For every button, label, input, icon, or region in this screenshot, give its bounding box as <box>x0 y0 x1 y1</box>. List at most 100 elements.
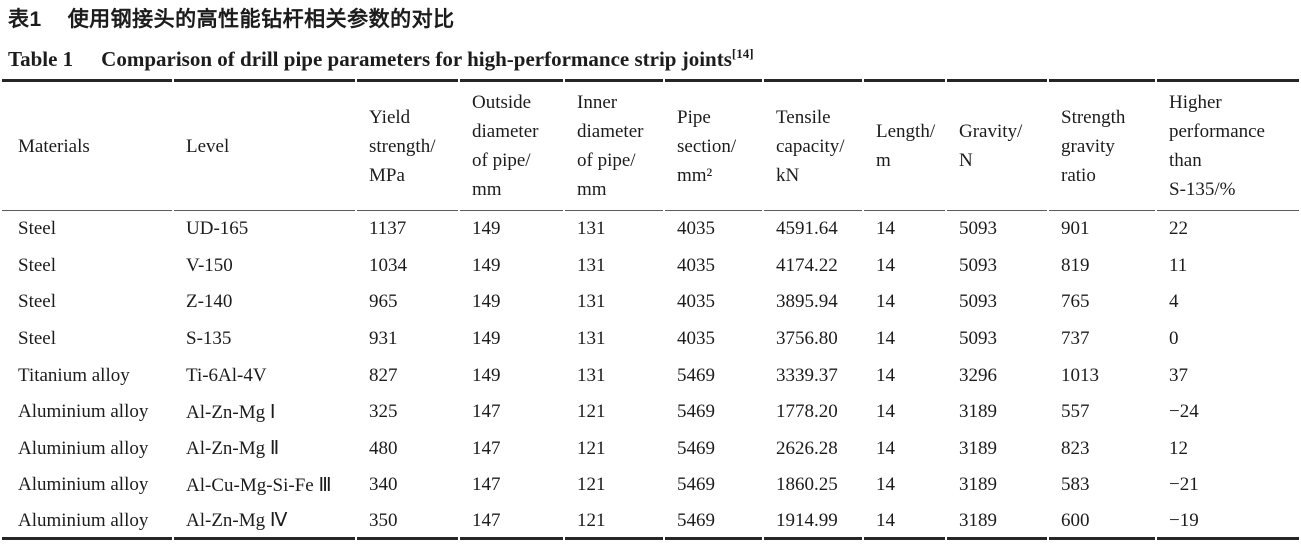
column-header-outside-diameter: Outside diameter of pipe/ mm <box>460 79 563 211</box>
cell-outside-diameter: 147 <box>472 437 501 459</box>
cell-pipe-section: 4035 <box>677 254 715 276</box>
cell-outside-diameter: 149 <box>472 364 501 386</box>
cell-tensile-capacity: 1914.99 <box>764 504 862 541</box>
cell-tensile-capacity: 3339.37 <box>776 364 838 386</box>
cell-pipe-section: 5469 <box>665 504 762 541</box>
cell-strength-gravity-ratio: 583 <box>1061 474 1090 496</box>
caption-en-number: Table 1 <box>8 47 74 71</box>
cell-yield-strength: 350 <box>357 504 458 541</box>
cell-outside-diameter: 147 <box>472 474 501 496</box>
cell-length: 14 <box>876 474 895 496</box>
cell-gravity: 5093 <box>959 218 997 240</box>
cell-inner-diameter: 131 <box>577 328 606 350</box>
cell-inner-diameter: 131 <box>577 364 606 386</box>
cell-higher-performance: −24 <box>1169 401 1199 423</box>
cell-higher-performance: −21 <box>1169 474 1199 496</box>
cell-level: S-135 <box>186 328 232 350</box>
cell-inner-diameter: 121 <box>565 504 663 541</box>
caption-en-text: Comparison of drill pipe parameters for … <box>101 47 732 71</box>
cell-pipe-section: 4035 <box>677 328 715 350</box>
cell-tensile-capacity: 1778.20 <box>776 401 838 423</box>
cell-yield-strength: 1034 <box>369 254 407 276</box>
cell-higher-performance: 0 <box>1169 328 1179 350</box>
cell-outside-diameter: 149 <box>472 218 501 240</box>
cell-pipe-section: 5469 <box>677 401 715 423</box>
cell-strength-gravity-ratio: 737 <box>1061 328 1090 350</box>
column-header-inner-diameter: Inner diameter of pipe/ mm <box>565 79 663 211</box>
cell-higher-performance: 4 <box>1169 291 1179 313</box>
column-header-gravity: Gravity/ N <box>947 79 1047 211</box>
caption-zh-text: 使用钢接头的高性能钻杆相关参数的对比 <box>67 8 455 31</box>
table-row: Steel UD-165 1137 149 131 4035 4591.64 1… <box>2 211 1299 248</box>
cell-strength-gravity-ratio: 819 <box>1061 254 1090 276</box>
cell-strength-gravity-ratio: 557 <box>1061 401 1090 423</box>
column-header-yield-strength: Yield strength/ MPa <box>357 79 458 211</box>
cell-outside-diameter: 149 <box>472 291 501 313</box>
column-header-tensile-capacity: Tensile capacity/ kN <box>764 79 862 211</box>
cell-yield-strength: 931 <box>369 328 398 350</box>
cell-pipe-section: 5469 <box>677 437 715 459</box>
cell-outside-diameter: 149 <box>472 328 501 350</box>
cell-length: 14 <box>864 504 945 541</box>
cell-higher-performance: 22 <box>1169 218 1188 240</box>
cell-strength-gravity-ratio: 823 <box>1061 437 1090 459</box>
cell-yield-strength: 480 <box>369 437 398 459</box>
column-header-strength-gravity-ratio: Strength gravity ratio <box>1049 79 1155 211</box>
cell-level: Ti-6Al-4V <box>186 364 267 386</box>
cell-level: Al-Cu-Mg-Si-Fe Ⅲ <box>186 474 332 496</box>
cell-gravity: 3189 <box>959 401 997 423</box>
cell-gravity: 3189 <box>959 437 997 459</box>
cell-materials: Aluminium alloy <box>18 401 149 423</box>
cell-materials: Aluminium alloy <box>18 474 149 496</box>
table-row: Aluminium alloy Al-Cu-Mg-Si-Fe Ⅲ 340 147… <box>2 467 1299 504</box>
column-header-length: Length/ m <box>864 79 945 211</box>
cell-inner-diameter: 131 <box>577 218 606 240</box>
cell-length: 14 <box>876 218 895 240</box>
cell-inner-diameter: 121 <box>577 437 606 459</box>
table-row: Steel S-135 931 149 131 4035 3756.80 14 … <box>2 321 1299 358</box>
cell-inner-diameter: 121 <box>577 401 606 423</box>
header-row: Materials Level Yield strength/ MPa Outs… <box>2 79 1299 211</box>
cell-yield-strength: 965 <box>369 291 398 313</box>
cell-length: 14 <box>876 328 895 350</box>
cell-length: 14 <box>876 291 895 313</box>
cell-inner-diameter: 121 <box>577 474 606 496</box>
cell-pipe-section: 4035 <box>677 291 715 313</box>
cell-gravity: 5093 <box>959 328 997 350</box>
cell-tensile-capacity: 4174.22 <box>776 254 838 276</box>
cell-tensile-capacity: 4591.64 <box>776 218 838 240</box>
cell-gravity: 3189 <box>947 504 1047 541</box>
cell-strength-gravity-ratio: 600 <box>1049 504 1155 541</box>
table-body: Steel UD-165 11 37 149 131 4035 4591.64 1… <box>2 211 1299 541</box>
cell-higher-performance: −19 <box>1157 504 1299 541</box>
cell-pipe-section: 5469 <box>677 364 715 386</box>
cell-length: 14 <box>876 254 895 276</box>
cell-length: 14 <box>876 364 895 386</box>
cell-pipe-section: 5469 <box>677 474 715 496</box>
cell-level: V-150 <box>186 254 233 276</box>
table-row: Steel V-150 1034 149 131 4035 4174.22 14… <box>2 248 1299 285</box>
table-caption-en: Table 1 Comparison of drill pipe paramete… <box>0 39 1301 73</box>
cell-pipe-section: 4035 <box>677 218 715 240</box>
cell-outside-diameter: 147 <box>460 504 563 541</box>
column-header-higher-performance: Higher performance than S-135/% <box>1157 79 1299 211</box>
cell-materials: Steel <box>18 328 56 350</box>
cell-tensile-capacity: 3756.80 <box>776 328 838 350</box>
caption-zh-number: 表1 <box>8 8 42 31</box>
cell-level: UD-165 <box>186 218 249 240</box>
cell-higher-performance: 11 <box>1169 254 1188 276</box>
cell-inner-diameter: 131 <box>577 254 606 276</box>
table-row: Aluminium alloy Al-Zn-Mg Ⅱ 480 147 121 5… <box>2 431 1299 468</box>
cell-materials: Steel <box>18 254 56 276</box>
cell-level: Al-Zn-Mg Ⅱ <box>186 438 280 460</box>
parameters-table: Materials Level Yield strength/ MPa Outs… <box>0 79 1301 541</box>
table-caption-zh: 表1 使用钢接头的高性能钻杆相关参数的对比 <box>0 5 1301 39</box>
column-header-pipe-section: Pipe section/ mm² <box>665 79 762 211</box>
cell-strength-gravity-ratio: 765 <box>1061 291 1090 313</box>
cell-level: Al-Zn-Mg Ⅳ <box>174 504 355 541</box>
cell-materials: Steel <box>18 218 56 240</box>
cell-length: 14 <box>876 401 895 423</box>
cell-level: Al-Zn-Mg Ⅰ <box>186 401 276 423</box>
cell-higher-performance: 37 <box>1169 364 1188 386</box>
